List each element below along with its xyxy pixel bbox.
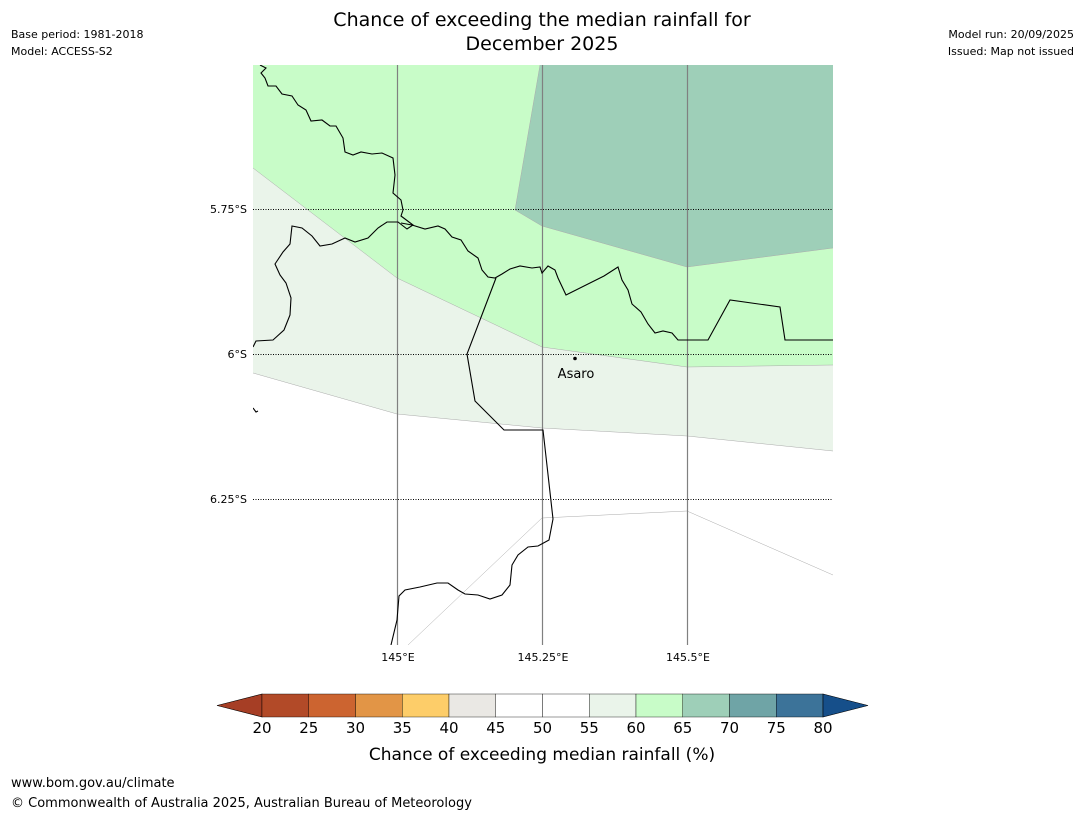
colorbar-segment bbox=[729, 693, 777, 718]
province-boundaries bbox=[253, 65, 833, 645]
lon-gridlines bbox=[396, 65, 689, 645]
map-area bbox=[253, 65, 833, 645]
border-segment bbox=[253, 407, 259, 413]
place-label-asaro: Asaro bbox=[558, 367, 595, 382]
colorbar-tick-label: 30 bbox=[345, 719, 366, 737]
title-line-1: Chance of exceeding the median rainfall … bbox=[333, 9, 751, 31]
issued-text: Issued: Map not issued bbox=[947, 45, 1074, 58]
header-left-meta: Base period: 1981-2018 Model: ACCESS-S2 bbox=[11, 26, 143, 60]
colorbar-tick-label: 35 bbox=[392, 719, 412, 737]
colorbar-segment bbox=[448, 693, 496, 718]
lat-label: 6°S bbox=[228, 348, 247, 361]
border-segment bbox=[253, 65, 414, 348]
colorbar-tick-label: 55 bbox=[579, 719, 599, 737]
colorbar-label: Chance of exceeding median rainfall (%) bbox=[368, 745, 716, 765]
model-run-text: Model run: 20/09/2025 bbox=[948, 28, 1074, 41]
map-title: Chance of exceeding the median rainfall … bbox=[242, 8, 842, 56]
colorbar-tick-label: 25 bbox=[299, 719, 319, 737]
colorbar-tick-label: 50 bbox=[532, 719, 553, 737]
colorbar-segment bbox=[355, 693, 403, 718]
rainfall-map: Asaro 5.75°S 6°S 6.25°S 145°E 145.25°E 1… bbox=[210, 65, 833, 664]
colorbar-tick-label: 75 bbox=[766, 719, 786, 737]
lon-label: 145°E bbox=[381, 651, 414, 664]
colorbar-segment bbox=[635, 693, 683, 718]
colorbar bbox=[216, 693, 869, 718]
lat-label: 5.75°S bbox=[210, 203, 247, 216]
colorbar-tick-label: 45 bbox=[486, 719, 506, 737]
colorbar-segment bbox=[589, 693, 637, 718]
footer-copyright: © Commonwealth of Australia 2025, Austra… bbox=[11, 796, 472, 811]
lon-label: 145.25°E bbox=[518, 651, 569, 664]
model-text: Model: ACCESS-S2 bbox=[11, 45, 113, 58]
colorbar-tick-label: 65 bbox=[673, 719, 693, 737]
lat-label: 6.25°S bbox=[210, 493, 247, 506]
title-line-2: December 2025 bbox=[465, 33, 619, 55]
zone-65-70 bbox=[515, 65, 833, 267]
colorbar-segment bbox=[308, 693, 356, 718]
header-right-meta: Model run: 20/09/2025 Issued: Map not is… bbox=[948, 26, 1074, 60]
colorbar-tick-label: 20 bbox=[252, 719, 272, 737]
lon-label: 145.5°E bbox=[666, 651, 710, 664]
border-segment bbox=[400, 222, 833, 341]
colorbar-segment bbox=[542, 693, 590, 718]
base-period-text: Base period: 1981-2018 bbox=[11, 28, 144, 41]
colorbar-segments bbox=[216, 693, 869, 718]
colorbar-segment bbox=[776, 693, 824, 718]
border-segment bbox=[390, 277, 554, 645]
colorbar-tick-label: 80 bbox=[813, 719, 833, 737]
colorbar-tick-label: 70 bbox=[719, 719, 740, 737]
colorbar-segment bbox=[495, 693, 543, 718]
footer-url: www.bom.gov.au/climate bbox=[11, 776, 175, 791]
colorbar-extend-high bbox=[822, 693, 869, 718]
colorbar-segment bbox=[261, 693, 309, 718]
colorbar-segment bbox=[682, 693, 730, 718]
colorbar-tick-label: 60 bbox=[626, 719, 646, 737]
colorbar-tick-label: 40 bbox=[439, 719, 459, 737]
asaro-marker bbox=[573, 356, 577, 361]
colorbar-extend-low bbox=[216, 693, 263, 718]
colorbar-segment bbox=[402, 693, 450, 718]
